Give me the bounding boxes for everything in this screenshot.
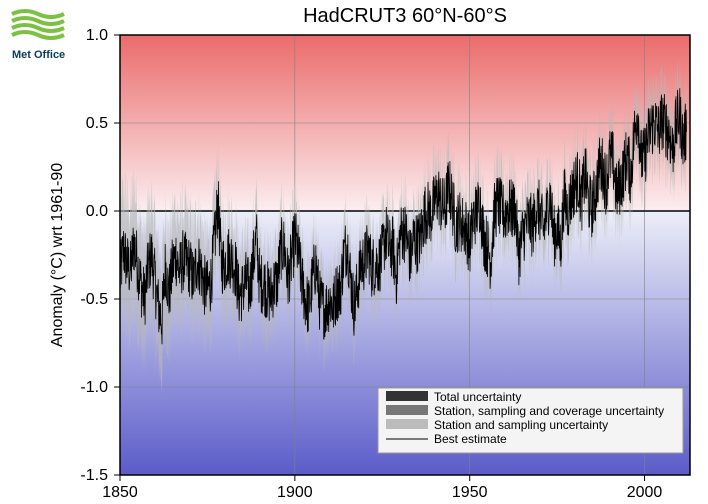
- y-tick-label: 0.0: [86, 203, 108, 220]
- x-tick-label: 1850: [102, 484, 138, 501]
- legend-item-label: Total uncertainty: [434, 390, 521, 404]
- y-tick-label: 1.0: [86, 27, 108, 44]
- y-tick-label: -0.5: [80, 291, 108, 308]
- x-tick-label: 1950: [452, 484, 488, 501]
- legend-item-label: Best estimate: [434, 432, 507, 446]
- y-tick-label: -1.5: [80, 467, 108, 484]
- legend: Total uncertaintyStation, sampling and c…: [378, 388, 683, 453]
- legend-item-label: Station and sampling uncertainty: [434, 418, 608, 432]
- x-tick-label: 1900: [277, 484, 313, 501]
- y-axis-label: Anomaly (°C) wrt 1961-90: [49, 163, 66, 347]
- y-tick-label: 0.5: [86, 115, 108, 132]
- y-tick-label: -1.0: [80, 379, 108, 396]
- met-office-logo: [12, 11, 64, 38]
- chart-title: HadCRUT3 60°N-60°S: [303, 5, 507, 27]
- x-tick-label: 2000: [627, 484, 663, 501]
- logo-text: Met Office: [12, 49, 65, 61]
- legend-item-label: Station, sampling and coverage uncertain…: [434, 404, 664, 418]
- temperature-anomaly-chart: Met Office 1850 1900 1950 2000 -1.5 -1.0 -0.5 0.…: [0, 0, 708, 504]
